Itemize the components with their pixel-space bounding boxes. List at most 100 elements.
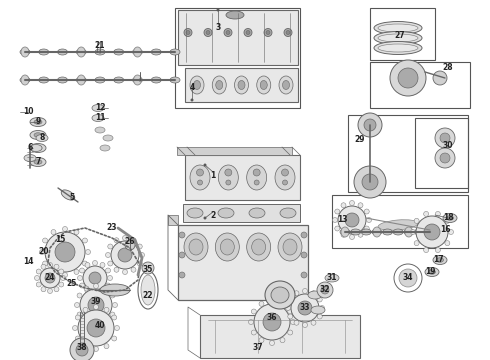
Text: 29: 29 bbox=[355, 135, 365, 144]
Text: 12: 12 bbox=[95, 104, 105, 112]
Ellipse shape bbox=[446, 216, 454, 220]
Ellipse shape bbox=[433, 71, 447, 85]
Circle shape bbox=[54, 264, 59, 269]
Circle shape bbox=[358, 232, 363, 237]
Circle shape bbox=[302, 288, 308, 293]
Circle shape bbox=[74, 302, 79, 307]
Circle shape bbox=[48, 288, 52, 293]
Ellipse shape bbox=[218, 208, 234, 218]
Text: 14: 14 bbox=[23, 257, 33, 266]
Ellipse shape bbox=[219, 165, 238, 190]
Ellipse shape bbox=[36, 135, 48, 141]
Ellipse shape bbox=[187, 208, 203, 218]
Ellipse shape bbox=[95, 127, 105, 133]
Ellipse shape bbox=[30, 117, 46, 126]
Circle shape bbox=[280, 301, 285, 306]
Ellipse shape bbox=[132, 77, 143, 83]
Bar bbox=[177, 147, 292, 155]
Ellipse shape bbox=[39, 49, 49, 55]
Circle shape bbox=[364, 209, 369, 214]
Circle shape bbox=[108, 244, 113, 249]
Circle shape bbox=[137, 261, 142, 266]
Circle shape bbox=[317, 282, 333, 298]
Circle shape bbox=[254, 304, 290, 340]
Circle shape bbox=[179, 252, 185, 258]
Circle shape bbox=[110, 312, 115, 317]
Circle shape bbox=[55, 242, 75, 262]
Ellipse shape bbox=[95, 49, 105, 55]
Circle shape bbox=[345, 213, 359, 227]
Circle shape bbox=[186, 31, 190, 35]
Circle shape bbox=[84, 319, 89, 324]
Ellipse shape bbox=[100, 145, 110, 151]
Circle shape bbox=[131, 238, 136, 243]
Circle shape bbox=[99, 51, 101, 53]
Circle shape bbox=[298, 301, 312, 315]
Ellipse shape bbox=[351, 229, 361, 235]
Text: 17: 17 bbox=[433, 256, 443, 265]
Bar bbox=[175, 8, 300, 108]
Circle shape bbox=[94, 305, 98, 310]
Circle shape bbox=[122, 235, 127, 240]
Circle shape bbox=[43, 238, 48, 243]
Ellipse shape bbox=[151, 49, 161, 55]
Circle shape bbox=[113, 302, 118, 307]
Text: 23: 23 bbox=[107, 224, 117, 233]
Text: 28: 28 bbox=[442, 63, 453, 72]
Text: 1: 1 bbox=[210, 171, 216, 180]
Bar bbox=[178, 10, 298, 65]
Circle shape bbox=[48, 262, 52, 267]
Circle shape bbox=[100, 288, 105, 293]
Circle shape bbox=[45, 273, 55, 283]
Text: 35: 35 bbox=[143, 266, 153, 274]
Ellipse shape bbox=[30, 130, 46, 139]
Circle shape bbox=[288, 309, 293, 314]
Ellipse shape bbox=[246, 233, 270, 261]
Circle shape bbox=[94, 321, 98, 327]
Ellipse shape bbox=[425, 229, 435, 235]
Ellipse shape bbox=[24, 154, 36, 162]
Text: 3: 3 bbox=[216, 23, 220, 32]
Circle shape bbox=[74, 269, 79, 274]
Circle shape bbox=[114, 238, 119, 243]
Circle shape bbox=[411, 230, 416, 234]
Ellipse shape bbox=[246, 165, 267, 190]
Ellipse shape bbox=[39, 77, 49, 83]
Ellipse shape bbox=[383, 229, 392, 235]
Ellipse shape bbox=[170, 77, 180, 83]
Circle shape bbox=[341, 232, 346, 237]
Ellipse shape bbox=[190, 165, 210, 190]
Ellipse shape bbox=[374, 22, 422, 35]
Circle shape bbox=[105, 283, 110, 288]
Circle shape bbox=[104, 307, 109, 312]
Ellipse shape bbox=[437, 258, 443, 262]
Bar bbox=[200, 315, 360, 358]
Ellipse shape bbox=[114, 77, 124, 83]
Text: 32: 32 bbox=[320, 285, 330, 294]
Circle shape bbox=[204, 164, 206, 166]
Circle shape bbox=[354, 166, 386, 198]
Ellipse shape bbox=[252, 239, 266, 255]
Circle shape bbox=[259, 338, 264, 343]
Circle shape bbox=[105, 268, 110, 273]
Ellipse shape bbox=[340, 229, 350, 235]
Ellipse shape bbox=[30, 144, 42, 152]
Circle shape bbox=[424, 224, 440, 240]
Circle shape bbox=[414, 241, 419, 246]
Ellipse shape bbox=[378, 44, 418, 52]
Circle shape bbox=[301, 272, 307, 278]
Circle shape bbox=[286, 306, 291, 310]
Ellipse shape bbox=[378, 24, 418, 32]
Circle shape bbox=[74, 230, 79, 235]
Circle shape bbox=[335, 209, 340, 214]
Ellipse shape bbox=[95, 77, 105, 83]
Text: 2: 2 bbox=[210, 211, 216, 220]
Circle shape bbox=[251, 330, 256, 335]
Text: 31: 31 bbox=[327, 274, 337, 283]
Ellipse shape bbox=[20, 49, 30, 55]
Circle shape bbox=[286, 31, 290, 35]
Circle shape bbox=[217, 9, 219, 11]
Ellipse shape bbox=[125, 240, 135, 250]
Ellipse shape bbox=[433, 256, 447, 265]
Text: 15: 15 bbox=[55, 235, 65, 244]
